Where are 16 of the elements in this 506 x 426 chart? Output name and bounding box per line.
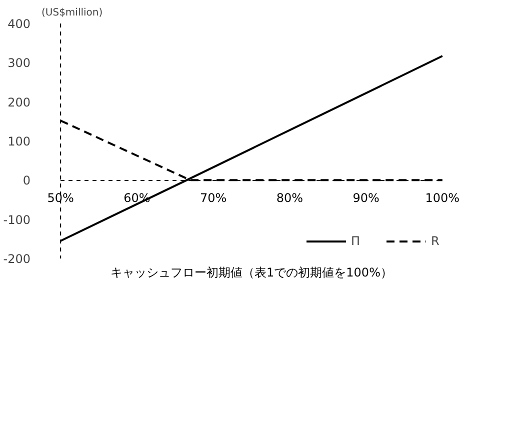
x-axis-title: キャッシュフロー初期値（表1での初期値を100%） bbox=[110, 266, 392, 280]
x-tick-label: 80% bbox=[276, 191, 304, 206]
x-tick-label: 70% bbox=[200, 191, 227, 206]
y-tick-label: 200 bbox=[8, 95, 30, 110]
legend-label: R bbox=[431, 234, 440, 248]
y-tick-label: -100 bbox=[3, 212, 30, 227]
x-tick-label: 50% bbox=[47, 191, 74, 206]
y-tick-label: 0 bbox=[22, 174, 31, 188]
y-tick-label: 300 bbox=[8, 56, 30, 70]
legend-label: Π bbox=[351, 234, 362, 248]
y-tick-label: 400 bbox=[8, 17, 30, 31]
y-tick-label: 100 bbox=[8, 134, 30, 148]
y-axis-title: (US$million) bbox=[42, 8, 103, 18]
x-tick-label: 90% bbox=[352, 191, 380, 206]
x-tick-label: 100% bbox=[425, 191, 460, 206]
y-tick-label: -200 bbox=[3, 252, 30, 266]
